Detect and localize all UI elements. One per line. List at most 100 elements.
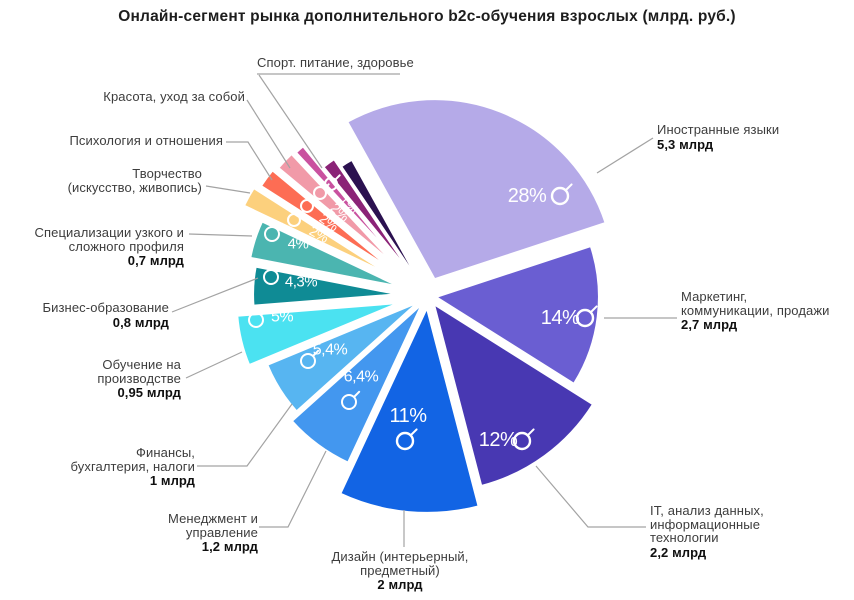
pct-label-finance: 5,4%: [313, 342, 348, 359]
callout-creativity: Творчество (искусство, живопись): [40, 167, 202, 194]
pct-label-it: 12%: [479, 429, 518, 451]
pie-slice-it: [432, 303, 594, 487]
ring-tick-icon-psychology: [310, 196, 317, 203]
callout-specialization: Специализации узкого и сложного профиля 0,…: [24, 226, 184, 268]
callout-label-line: Психология и отношения: [69, 133, 223, 148]
pie-slice-management: [290, 303, 423, 464]
callout-amount: 1 млрд: [149, 473, 195, 489]
pie-slice-psychology: [260, 169, 393, 271]
callout-label-line: бухгалтерия, налоги: [70, 458, 195, 474]
leader-line-sport: [258, 74, 323, 169]
ring-tick-icon-management: [353, 390, 361, 398]
pct-label-design: 11%: [389, 405, 427, 427]
callout-label-line: Творчество: [132, 166, 202, 181]
pct-label-production: 5%: [271, 309, 293, 326]
ring-icon-production: [248, 312, 264, 328]
leader-line-management: [259, 450, 327, 528]
callout-foreign: Иностранные языки 5,3 млрд: [657, 123, 827, 151]
pie-slice-design: [339, 307, 480, 514]
pie-slice-other-dark-plum: [322, 158, 414, 277]
ring-tick-icon-creativity: [297, 210, 304, 217]
ring-tick-icon-design: [410, 428, 418, 436]
callout-amount: 2,7 млрд: [681, 317, 738, 333]
ring-icon-creativity: [287, 213, 301, 227]
callout-label-line: (искусство, живопись): [67, 179, 202, 195]
chart-title: Онлайн-сегмент рынка дополнительного b2c…: [118, 8, 736, 25]
leader-line-finance: [197, 403, 293, 467]
ring-tick-icon-foreign: [565, 183, 573, 191]
ring-tick-icon-it: [527, 428, 535, 436]
pct-label-foreign: 28%: [508, 185, 547, 207]
pct-label-business: 4,3%: [285, 274, 317, 291]
pie-slice-sport: [295, 145, 400, 264]
callout-label-line: сложного профиля: [68, 238, 184, 254]
callout-label-line: Маркетинг,: [681, 289, 748, 304]
callout-label-line: Иностранные языки: [657, 122, 780, 137]
pct-label-specialization: 4%: [288, 236, 309, 253]
ring-tick-icon-sport: [334, 174, 341, 181]
callout-psychology: Психология и отношения: [55, 134, 223, 148]
pie-slice-production: [236, 302, 400, 367]
ring-icon-psychology: [300, 199, 314, 213]
leader-line-it: [535, 465, 646, 528]
callout-amount: 1,2 млрд: [201, 539, 258, 555]
callout-label-line: Специализации узкого и: [34, 225, 184, 240]
pie-slice-finance: [266, 301, 419, 413]
ring-tick-icon-business: [275, 265, 283, 273]
callout-label-line: IT, анализ данных,: [650, 503, 764, 518]
callout-label-line: технологии: [650, 530, 719, 546]
callout-label-line: Менеджмент и: [168, 511, 258, 526]
callout-label-line: предметный): [360, 562, 440, 578]
callout-finance: Финансы, бухгалтерия, налоги 1 млрд: [50, 446, 195, 488]
ring-icon-foreign: [550, 186, 570, 206]
ring-tick-icon-production: [260, 308, 268, 316]
callout-label-line: Обучение на: [102, 357, 181, 372]
callout-design: Дизайн (интерьерный, предметный) 2 млрд: [315, 550, 485, 592]
pie-slice-marketing: [434, 245, 600, 385]
callout-production: Обучение на производстве 0,95 млрд: [60, 358, 181, 400]
callout-amount: 0,8 млрд: [112, 314, 169, 330]
callout-management: Менеджмент и управление 1,2 млрд: [140, 512, 258, 554]
callout-label-line: Спорт. питание, здоровье: [257, 55, 414, 70]
ring-icon-specialization: [264, 226, 280, 242]
ring-icon-beauty: [313, 186, 327, 200]
callout-business: Бизнес-образование 0,8 млрд: [28, 301, 169, 329]
callout-label-line: управление: [185, 524, 258, 540]
ring-icon-management: [341, 394, 357, 410]
leader-line-specialization: [188, 233, 253, 237]
ring-icon-finance: [300, 353, 316, 369]
pie-slice-other-dark-navy: [340, 158, 423, 286]
ring-tick-icon-finance: [312, 349, 320, 357]
callout-label-line: Дизайн (интерьерный,: [331, 549, 469, 564]
callout-label-line: Бизнес-образование: [42, 300, 169, 315]
ring-icon-business: [263, 269, 279, 285]
callout-amount: 2,2 млрд: [650, 544, 707, 560]
leader-line-business: [171, 277, 259, 313]
leader-line-psychology: [226, 141, 273, 181]
pie-slice-business: [252, 265, 399, 307]
callout-beauty: Красота, уход за собой: [93, 90, 245, 104]
callout-sport: Спорт. питание, здоровье: [257, 56, 422, 70]
leader-line-beauty: [246, 99, 291, 169]
ring-icon-sport: [324, 177, 338, 191]
callout-it: IT, анализ данных, информационные технолог…: [650, 504, 820, 559]
callout-label-line: информационные: [650, 516, 761, 532]
callout-amount: 5,3 млрд: [657, 136, 714, 152]
callout-amount: 0,95 млрд: [117, 385, 181, 401]
ring-tick-icon-specialization: [276, 222, 284, 230]
pie-slice-creativity: [243, 187, 390, 276]
ring-icon-design: [395, 431, 415, 451]
ring-icon-it: [512, 431, 532, 451]
callout-label-line: Финансы,: [136, 445, 195, 460]
leader-line-production: [185, 351, 243, 379]
callout-marketing: Маркетинг, коммуникации, продажи 2,7 млрд: [681, 290, 851, 332]
leader-line-foreign: [596, 137, 654, 174]
callout-label-line: коммуникации, продажи: [681, 302, 830, 318]
callout-amount: 2 млрд: [377, 577, 423, 593]
leader-line-creativity: [205, 185, 251, 194]
pct-label-marketing: 14%: [541, 307, 580, 329]
ring-tick-icon-marketing: [590, 305, 598, 313]
callout-amount: 0,7 млрд: [127, 253, 184, 269]
callout-label-line: производстве: [97, 370, 181, 386]
